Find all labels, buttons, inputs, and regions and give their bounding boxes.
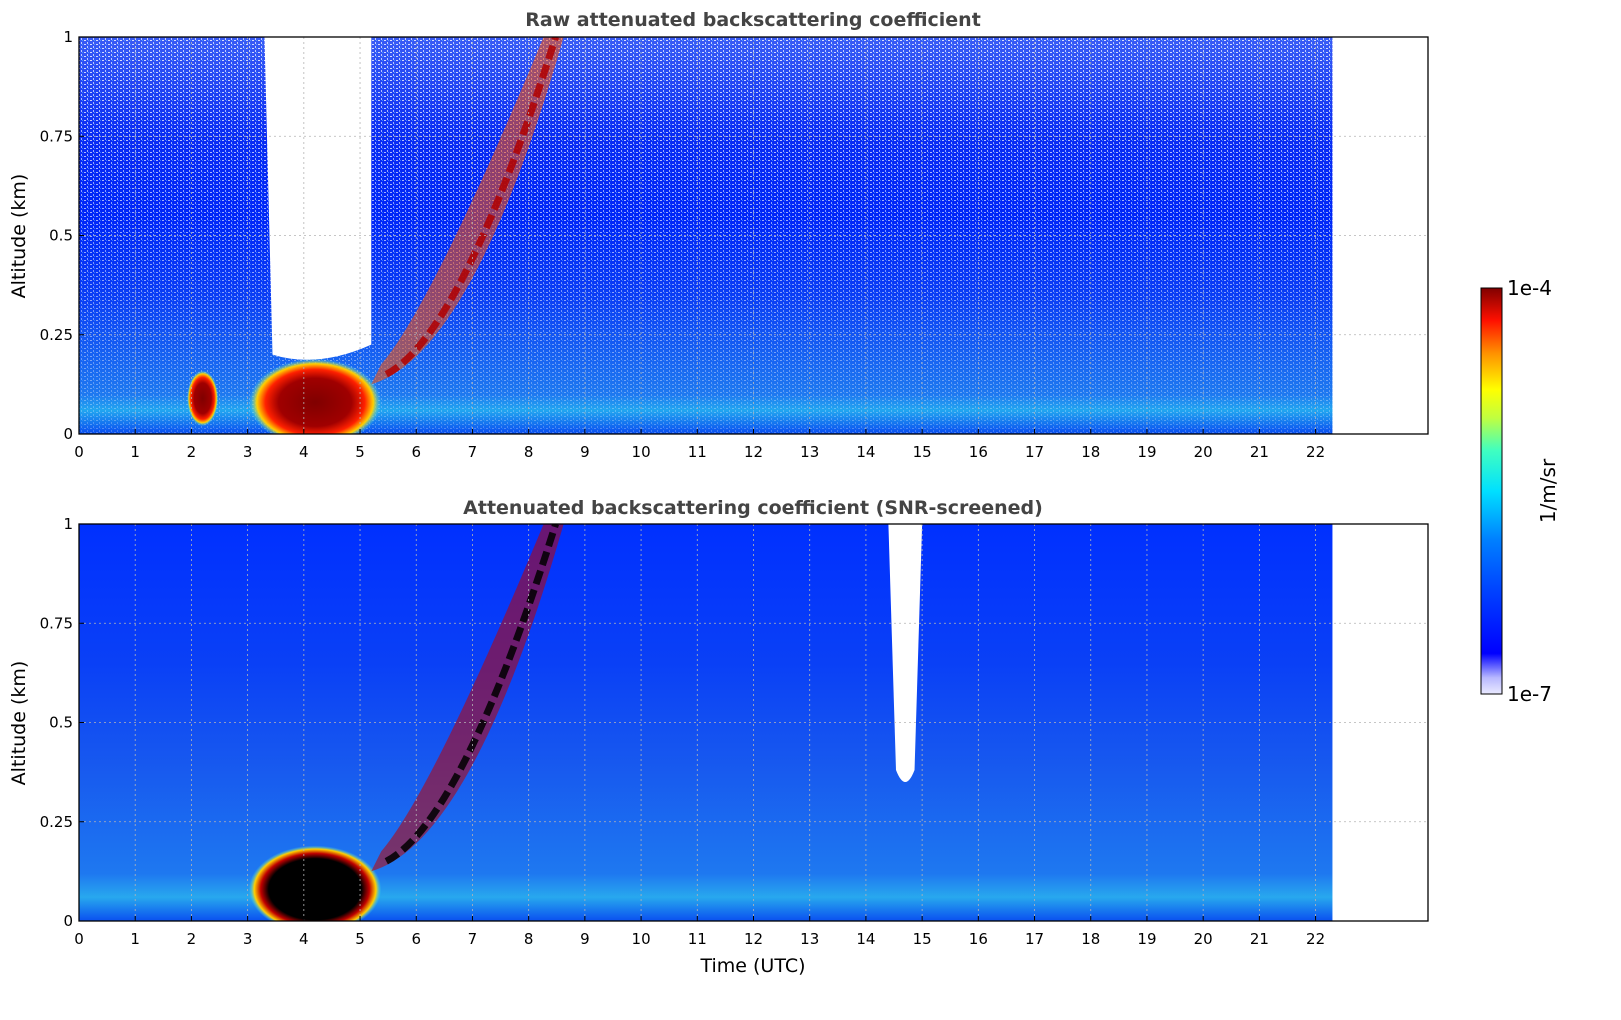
x-tick-label: 14 [856,930,875,948]
colorbar-max-label: 1e-4 [1507,276,1552,300]
x-tick-label: 22 [1306,930,1325,948]
y-tick-label: 0.75 [40,127,73,145]
panel-2-y-label: Altitude (km) [8,661,30,786]
x-tick-label: 5 [355,930,365,948]
colorbar-unit-label: 1/m/sr [1536,458,1560,523]
panel-1-heatmap [79,37,1333,434]
y-tick-label: 0.75 [40,614,73,632]
raw-backscatter-panel: Raw attenuated backscattering coefficien… [8,9,1429,461]
x-tick-label: 1 [130,930,140,948]
snr-screened-panel: Attenuated backscattering coefficient (S… [8,497,1429,977]
panel-2-grid [79,524,1428,921]
x-tick-label: 16 [969,443,988,461]
x-tick-label: 1 [130,443,140,461]
x-tick-label: 12 [744,930,763,948]
y-tick-label: 0.25 [40,326,73,344]
panel-1-grid [79,37,1428,434]
x-tick-label: 21 [1250,930,1269,948]
x-tick-label: 11 [688,443,707,461]
x-tick-label: 8 [524,443,534,461]
feature-region [187,370,219,427]
x-tick-label: 0 [74,443,84,461]
x-tick-label: 7 [468,443,478,461]
panel-1-y-ticks: 0 0.25 0.5 0.75 1 [40,28,84,443]
x-tick-label: 12 [744,443,763,461]
x-tick-label: 18 [1081,930,1100,948]
x-tick-label: 9 [580,443,590,461]
panel-2-x-ticks: 0 1 2 3 4 5 6 7 8 9 10 11 12 13 14 15 16 17 18 19 20 21 22 [74,916,1325,948]
x-tick-label: 17 [1025,930,1044,948]
x-tick-label: 19 [1137,443,1156,461]
x-tick-label: 14 [856,443,875,461]
y-tick-label: 0 [63,912,73,930]
feature-region [248,358,382,434]
y-tick-label: 1 [63,28,73,46]
x-tick-label: 2 [187,443,197,461]
x-tick-label: 7 [468,930,478,948]
x-tick-label: 4 [299,930,309,948]
colorbar: 1e-4 1e-7 1/m/sr [1480,276,1560,706]
x-tick-label: 9 [580,930,590,948]
x-tick-label: 10 [632,930,651,948]
x-tick-label: 11 [688,930,707,948]
colorbar-gradient [1480,287,1503,695]
feature-region [248,845,382,921]
x-tick-label: 3 [243,930,253,948]
panel-2-y-ticks: 0 0.25 0.5 0.75 1 [40,515,84,930]
x-tick-label: 15 [913,443,932,461]
panel-1-x-ticks: 0 1 2 3 4 5 6 7 8 9 10 11 12 13 14 15 16 17 18 19 20 21 22 [74,429,1325,461]
x-tick-label: 22 [1306,443,1325,461]
x-tick-label: 19 [1137,930,1156,948]
x-tick-label: 16 [969,930,988,948]
x-tick-label: 6 [411,443,421,461]
x-tick-label: 2 [187,930,197,948]
feature-region [371,524,564,872]
feature-region [888,524,923,782]
x-tick-label: 5 [355,443,365,461]
y-tick-label: 1 [63,515,73,533]
feature-region [264,37,372,360]
x-axis-label: Time (UTC) [699,955,805,977]
y-tick-label: 0.25 [40,813,73,831]
x-tick-label: 8 [524,930,534,948]
panel-1-y-label: Altitude (km) [8,174,30,299]
x-tick-label: 18 [1081,443,1100,461]
panel-2-heatmap [79,524,1333,921]
x-tick-label: 20 [1194,930,1213,948]
x-tick-label: 15 [913,930,932,948]
y-tick-label: 0.5 [49,227,73,245]
x-tick-label: 13 [800,443,819,461]
x-tick-label: 21 [1250,443,1269,461]
x-tick-label: 13 [800,930,819,948]
x-tick-label: 0 [74,930,84,948]
x-tick-label: 3 [243,443,253,461]
colorbar-min-label: 1e-7 [1507,682,1552,706]
y-tick-label: 0 [63,425,73,443]
x-tick-label: 17 [1025,443,1044,461]
x-tick-label: 4 [299,443,309,461]
y-tick-label: 0.5 [49,714,73,732]
feature-region [371,37,564,385]
x-tick-label: 6 [411,930,421,948]
panel-1-title: Raw attenuated backscattering coefficien… [525,9,981,31]
x-tick-label: 10 [632,443,651,461]
panel-2-title: Attenuated backscattering coefficient (S… [463,497,1043,519]
x-tick-label: 20 [1194,443,1213,461]
